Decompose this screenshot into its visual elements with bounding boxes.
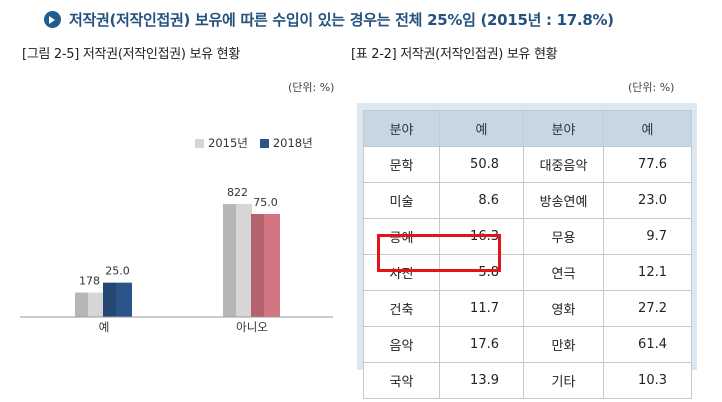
percent-cell: 50.8	[439, 146, 524, 183]
bar	[264, 213, 280, 317]
percent-cell: 10.3	[603, 362, 692, 399]
field-name-cell: 무용	[523, 218, 604, 255]
bar	[88, 292, 104, 317]
x-tick-label: 예	[99, 320, 110, 334]
header-field-1: 분야	[363, 110, 440, 147]
percent-cell: 23.0	[603, 182, 692, 219]
bar-chart: 178 25.0 예 822 75.0 아니오	[20, 186, 333, 334]
data-label: 822	[227, 186, 248, 199]
field-name-cell: 영화	[523, 290, 604, 327]
bar-side	[75, 292, 88, 317]
bar	[116, 282, 132, 317]
legend-item-2018: 2018년	[259, 135, 313, 151]
figure-unit: (단위: %)	[288, 81, 335, 94]
percent-cell: 17.6	[439, 326, 524, 363]
table-row: 미술 8.6 방송연예 23.0	[363, 182, 692, 219]
field-name-cell: 사진	[363, 254, 440, 291]
data-label: 75.0	[253, 196, 278, 209]
arrow-bullet-icon	[44, 10, 61, 28]
field-name-cell: 연극	[523, 254, 604, 291]
field-name-cell: 대중음악	[523, 146, 604, 183]
bar-side	[223, 204, 236, 317]
percent-cell: 61.4	[603, 326, 692, 363]
x-tick-label: 아니오	[236, 320, 268, 334]
percent-cell: 11.7	[439, 290, 524, 327]
field-name-cell: 문학	[363, 146, 440, 183]
legend-swatch-2018	[259, 138, 269, 148]
legend-label-2015: 2015년	[208, 136, 248, 150]
ownership-table: 분야 예 분야 예 문학 50.8 대중음악 77.6 미술 8.6 방송연예 23.0 공예 1…	[363, 110, 692, 399]
headline: 저작권(저작인접권) 보유에 따른 수입이 있는 경우는 전체 25%임 (20…	[44, 8, 614, 30]
figure-caption: [그림 2-5] 저작권(저작인접권) 보유 현황	[22, 47, 240, 62]
field-name-cell: 기타	[523, 362, 604, 399]
header-field-2: 분야	[523, 110, 604, 147]
highlight-box	[377, 234, 501, 272]
percent-cell: 13.9	[439, 362, 524, 399]
table-row: 건축 11.7 영화 27.2	[363, 290, 692, 327]
table-caption: [표 2-2] 저작권(저작인접권) 보유 현황	[351, 47, 558, 62]
table-row: 음악 17.6 만화 61.4	[363, 326, 692, 363]
table-row: 문학 50.8 대중음악 77.6	[363, 146, 692, 183]
table-row: 공예 16.3 무용 9.7	[363, 218, 692, 255]
table-unit: (단위: %)	[628, 81, 675, 94]
field-name-cell: 공예	[363, 218, 440, 255]
header-yes-2: 예	[603, 110, 692, 147]
bar	[236, 204, 252, 317]
table-row: 사진 5.8 연극 12.1	[363, 254, 692, 291]
percent-cell: 77.6	[603, 146, 692, 183]
percent-cell: 8.6	[439, 182, 524, 219]
percent-cell: 12.1	[603, 254, 692, 291]
data-label: 25.0	[105, 265, 130, 278]
field-name-cell: 건축	[363, 290, 440, 327]
bar-side	[103, 282, 116, 317]
chart-legend: 2015년 2018년	[195, 135, 325, 151]
field-name-cell: 미술	[363, 182, 440, 219]
field-name-cell: 음악	[363, 326, 440, 363]
percent-cell: 9.7	[603, 218, 692, 255]
table-row: 국악 13.9 기타 10.3	[363, 362, 692, 399]
table-header-row: 분야 예 분야 예	[363, 110, 692, 147]
data-label: 178	[79, 275, 100, 288]
bar-side	[251, 213, 264, 317]
headline-text: 저작권(저작인접권) 보유에 따른 수입이 있는 경우는 전체 25%임 (20…	[69, 10, 614, 29]
percent-cell: 27.2	[603, 290, 692, 327]
field-name-cell: 국악	[363, 362, 440, 399]
legend-swatch-2015	[195, 138, 204, 148]
field-name-cell: 만화	[523, 326, 604, 363]
header-yes-1: 예	[439, 110, 524, 147]
legend-item-2015: 2015년	[195, 135, 248, 151]
legend-label-2018: 2018년	[272, 136, 313, 150]
field-name-cell: 방송연예	[523, 182, 604, 219]
